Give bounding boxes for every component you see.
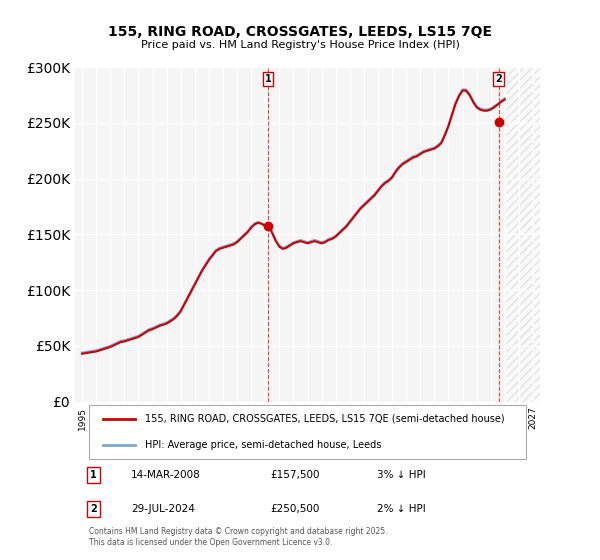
Text: 155, RING ROAD, CROSSGATES, LEEDS, LS15 7QE (semi-detached house): 155, RING ROAD, CROSSGATES, LEEDS, LS15 … — [145, 413, 505, 423]
Text: 3% ↓ HPI: 3% ↓ HPI — [377, 470, 426, 480]
Text: 14-MAR-2008: 14-MAR-2008 — [131, 470, 200, 480]
Text: 2% ↓ HPI: 2% ↓ HPI — [377, 504, 426, 514]
Text: 2: 2 — [90, 504, 97, 514]
Text: Contains HM Land Registry data © Crown copyright and database right 2025.
This d: Contains HM Land Registry data © Crown c… — [89, 528, 388, 547]
Text: HPI: Average price, semi-detached house, Leeds: HPI: Average price, semi-detached house,… — [145, 440, 381, 450]
Text: 1: 1 — [265, 74, 271, 84]
FancyBboxPatch shape — [89, 405, 526, 459]
Text: 29-JUL-2024: 29-JUL-2024 — [131, 504, 194, 514]
Text: £250,500: £250,500 — [270, 504, 320, 514]
Text: £157,500: £157,500 — [270, 470, 320, 480]
Text: Price paid vs. HM Land Registry's House Price Index (HPI): Price paid vs. HM Land Registry's House … — [140, 40, 460, 50]
Text: 2: 2 — [496, 74, 502, 84]
Text: 155, RING ROAD, CROSSGATES, LEEDS, LS15 7QE: 155, RING ROAD, CROSSGATES, LEEDS, LS15 … — [108, 25, 492, 39]
Text: 1: 1 — [90, 470, 97, 480]
